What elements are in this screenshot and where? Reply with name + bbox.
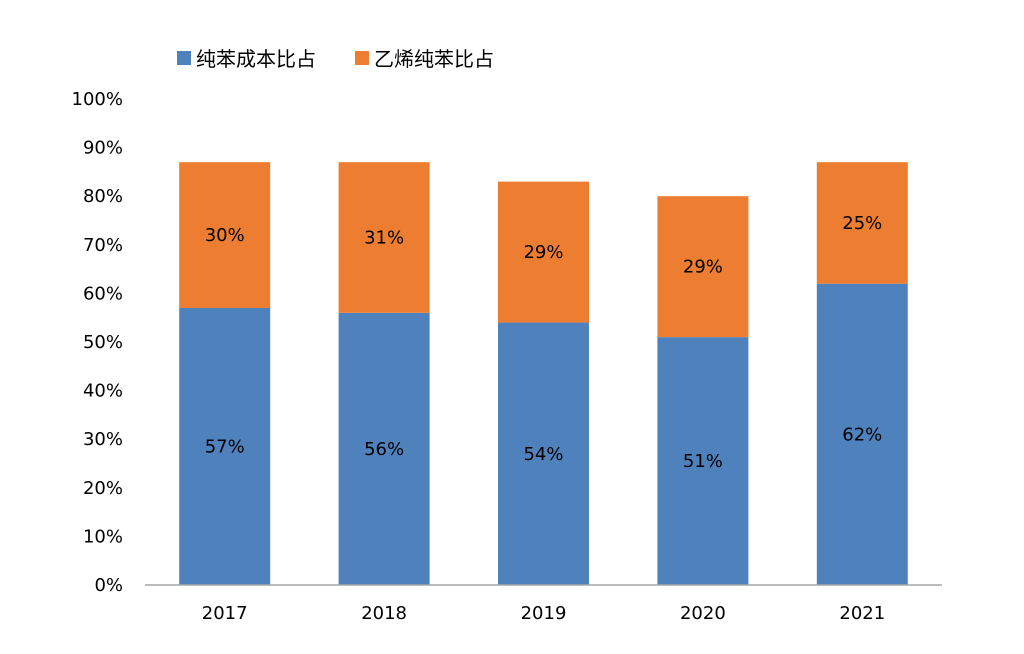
x-tick-label: 2021: [839, 603, 885, 624]
x-tick-label: 2017: [202, 603, 248, 624]
legend-label-series-2: 乙烯纯苯比占: [374, 47, 494, 71]
bar-segment-series-1-2018: [338, 312, 430, 585]
legend-swatch-series-1: [177, 51, 191, 65]
data-label-series-2-2021: 25%: [842, 213, 882, 234]
data-label-series-2-2019: 29%: [523, 242, 563, 263]
bar-segment-series-2-2021: [816, 162, 908, 284]
y-tick-label: 40%: [83, 381, 123, 402]
legend-swatch-series-2: [355, 51, 369, 65]
y-tick-label: 90%: [83, 138, 123, 159]
data-label-series-2-2020: 29%: [683, 257, 723, 278]
bar-segment-series-1-2017: [179, 307, 271, 585]
y-tick-label: 70%: [83, 235, 123, 256]
bar-segment-series-1-2020: [657, 337, 749, 585]
bar-segment-series-2-2020: [657, 196, 749, 338]
data-label-series-2-2018: 31%: [364, 228, 404, 249]
x-axis: 2017 2018 2019 2020 2021: [202, 603, 885, 624]
legend-label-series-1: 纯苯成本比占: [196, 47, 316, 71]
data-label-series-1-2017: 57%: [205, 436, 245, 457]
data-label-series-1-2018: 56%: [364, 439, 404, 460]
bar-segment-series-1-2021: [816, 283, 908, 585]
y-tick-label: 10%: [83, 526, 123, 547]
y-tick-label: 60%: [83, 283, 123, 304]
legend: 纯苯成本比占 乙烯纯苯比占: [177, 47, 494, 71]
x-tick-label: 2018: [361, 603, 407, 624]
bars: 57% 30% 56% 31% 54% 29% 51% 29% 62% 25%: [179, 162, 908, 585]
bar-segment-series-2-2017: [179, 162, 271, 308]
y-tick-label: 0%: [94, 575, 123, 596]
legend-item-series-2: 乙烯纯苯比占: [355, 47, 494, 71]
y-tick-label: 30%: [83, 429, 123, 450]
bar-segment-series-2-2018: [338, 162, 430, 313]
bar-segment-series-2-2019: [498, 181, 589, 323]
data-label-series-2-2017: 30%: [205, 225, 245, 246]
bar-segment-series-1-2019: [498, 322, 589, 585]
data-label-series-1-2020: 51%: [683, 451, 723, 472]
data-label-series-1-2019: 54%: [523, 444, 563, 465]
x-tick-label: 2020: [680, 603, 726, 624]
legend-item-series-1: 纯苯成本比占: [177, 47, 316, 71]
y-tick-label: 20%: [83, 478, 123, 499]
y-tick-label: 80%: [83, 186, 123, 207]
data-label-series-1-2021: 62%: [842, 424, 882, 445]
x-tick-label: 2019: [521, 603, 567, 624]
y-tick-label: 100%: [72, 89, 123, 110]
y-tick-label: 50%: [83, 332, 123, 353]
y-axis: 0% 10% 20% 30% 40% 50% 60% 70% 80% 90% 100%: [72, 89, 123, 596]
